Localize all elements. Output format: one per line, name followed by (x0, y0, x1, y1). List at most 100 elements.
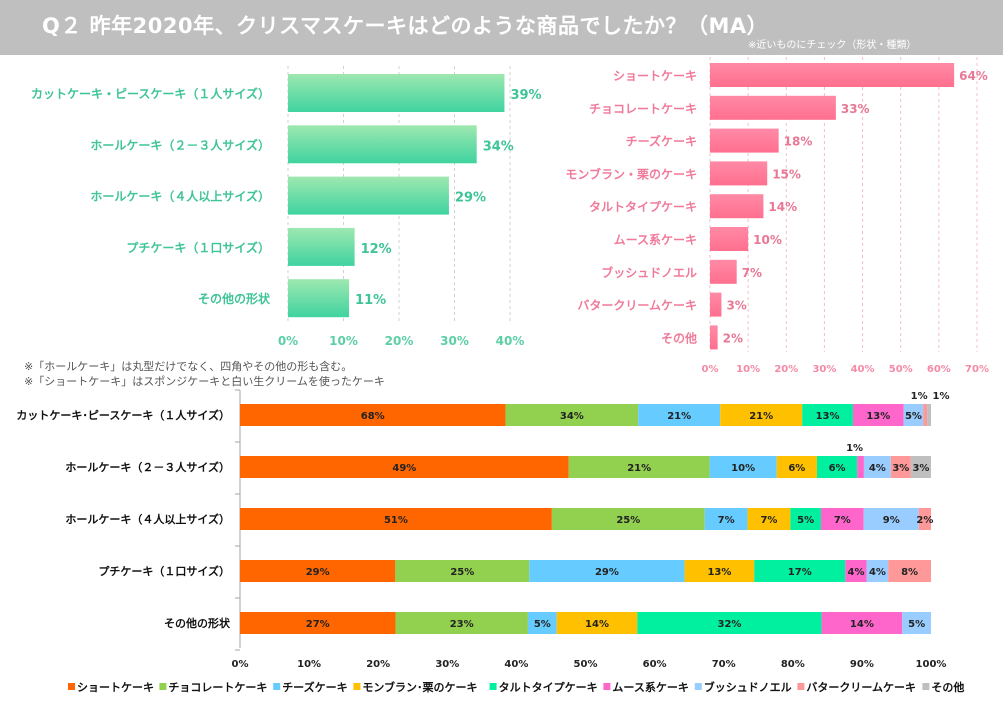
bar (288, 227, 355, 266)
stack-segment (638, 404, 721, 426)
x-tick-label: 30% (812, 364, 836, 375)
segment-label: 1% (933, 391, 950, 402)
stack-segment (747, 508, 791, 530)
segment-label: 7% (760, 515, 777, 526)
x-tick-label: 10% (329, 334, 358, 348)
legend-label: チーズケーキ (282, 680, 347, 694)
category-label: チーズケーキ (626, 134, 697, 149)
x-tick-label: 10% (736, 364, 760, 375)
legend-swatch (489, 683, 497, 690)
header-bar: Q２ 昨年2020年、クリスマスケーキはどのような商品でしたか？（MA） ※近い… (0, 0, 1003, 55)
legend-swatch (273, 683, 281, 690)
segment-label: 4% (848, 567, 865, 578)
segment-label: 5% (905, 411, 922, 422)
legend-swatch (694, 683, 702, 690)
bar (710, 95, 836, 120)
category-label: ホールケーキ（２－３人サイズ） (65, 460, 230, 474)
segment-label: 21% (627, 463, 651, 474)
segment-label: 21% (667, 411, 691, 422)
type-chart: 0% 10% 20% 30% 40% 50% 60% 70% ショートケーキ 64% チョコレートケ… (565, 57, 989, 375)
x-tick-label: 0% (278, 334, 298, 348)
bar (710, 259, 737, 284)
legend-swatch (797, 683, 805, 690)
value-label: 39% (510, 88, 541, 103)
footnote-whole-cake: ※「ホールケーキ」は丸型だけでなく、四角やその他の形も含む。 (24, 360, 353, 373)
stack-segment (240, 508, 552, 530)
legend-swatch (68, 683, 75, 690)
category-label: ムース系ケーキ (614, 232, 697, 247)
legend-label: ムース系ケーキ (612, 680, 688, 694)
x-tick-label: 40% (504, 659, 528, 670)
segment-label: 13% (707, 567, 731, 578)
category-label: ホールケーキ（４人以上サイズ） (65, 512, 230, 526)
x-tick-label: 80% (781, 659, 805, 670)
segment-label: 25% (616, 515, 640, 526)
category-label: カットケーキ・ピースケーキ（１人サイズ） (31, 86, 270, 101)
category-label: ショートケーキ (613, 69, 697, 83)
segment-label: 8% (901, 567, 918, 578)
legend-label: バタークリームケーキ (806, 681, 916, 694)
legend-label: タルトタイプケーキ (499, 680, 598, 694)
stack-segment (845, 560, 867, 582)
bar (288, 176, 449, 215)
stack-segment (902, 612, 931, 634)
value-label: 11% (355, 293, 386, 308)
stacked-chart: 0% 10% 20% 30% 40% 50% 60% 70% 80% 90% 100% カットケーキ･… (16, 389, 964, 694)
segment-label: 3% (892, 463, 909, 474)
category-label: その他の形状 (198, 291, 271, 306)
footnote-short-cake: ※「ショートケーキ」はスポンジケーキと白い生クリームを使ったケーキ (24, 375, 385, 388)
segment-label: 17% (788, 567, 812, 578)
stack-segment (395, 560, 530, 582)
legend-swatch (353, 683, 361, 690)
stack-segment (527, 612, 557, 634)
x-tick-label: 20% (774, 364, 798, 375)
segment-label: 23% (450, 619, 474, 630)
value-label: 15% (772, 167, 801, 181)
segment-label: 49% (392, 463, 416, 474)
x-tick-label: 20% (366, 659, 390, 670)
stack-segment (888, 560, 931, 582)
category-label: プチケーキ（１口サイズ） (98, 564, 230, 578)
stack-segment (863, 456, 891, 478)
shape-chart: 0% 10% 20% 30% 40% カットケーキ・ピースケーキ（１人サイズ） 39% ホール… (31, 66, 542, 348)
stack-segment (505, 404, 639, 426)
segment-label: 5% (797, 515, 814, 526)
stack-segment (551, 508, 705, 530)
stack-segment (704, 508, 748, 530)
value-label: 64% (959, 69, 988, 83)
x-tick-label: 40% (496, 334, 525, 348)
stack-segment (923, 404, 928, 426)
stack-segment (556, 612, 638, 634)
segment-label: 5% (534, 619, 551, 630)
stack-segment (903, 404, 924, 426)
bar (288, 74, 505, 112)
stack-segment (240, 456, 569, 478)
stack-segment (890, 456, 911, 478)
x-tick-label: 100% (916, 659, 947, 670)
segment-label: 13% (866, 411, 890, 422)
page-title: Q２ 昨年2020年、クリスマスケーキはどのような商品でしたか？（MA） (42, 14, 769, 38)
stack-segment (754, 560, 846, 582)
category-label: その他の形状 (164, 616, 231, 630)
stack-segment (820, 508, 864, 530)
stack-segment (720, 404, 803, 426)
stack-segment (857, 456, 864, 478)
segment-label: 14% (850, 619, 874, 630)
bar (288, 125, 477, 164)
stack-segment (240, 612, 396, 634)
category-label: カットケーキ･ピースケーキ（１人サイズ） (16, 408, 230, 422)
segment-label: 14% (585, 619, 609, 630)
stack-segment (790, 508, 821, 530)
value-label: 14% (768, 200, 797, 214)
x-tick-label: 0% (232, 659, 249, 670)
segment-label: 7% (834, 515, 851, 526)
x-tick-label: 10% (297, 659, 321, 670)
x-tick-label: 30% (435, 659, 459, 670)
stack-segment (802, 404, 853, 426)
stack-segment (852, 404, 904, 426)
category-label: チョコレートケーキ (589, 102, 697, 116)
segment-label: 29% (306, 567, 330, 578)
segment-label: 1% (846, 443, 863, 454)
segment-label: 13% (816, 411, 840, 422)
